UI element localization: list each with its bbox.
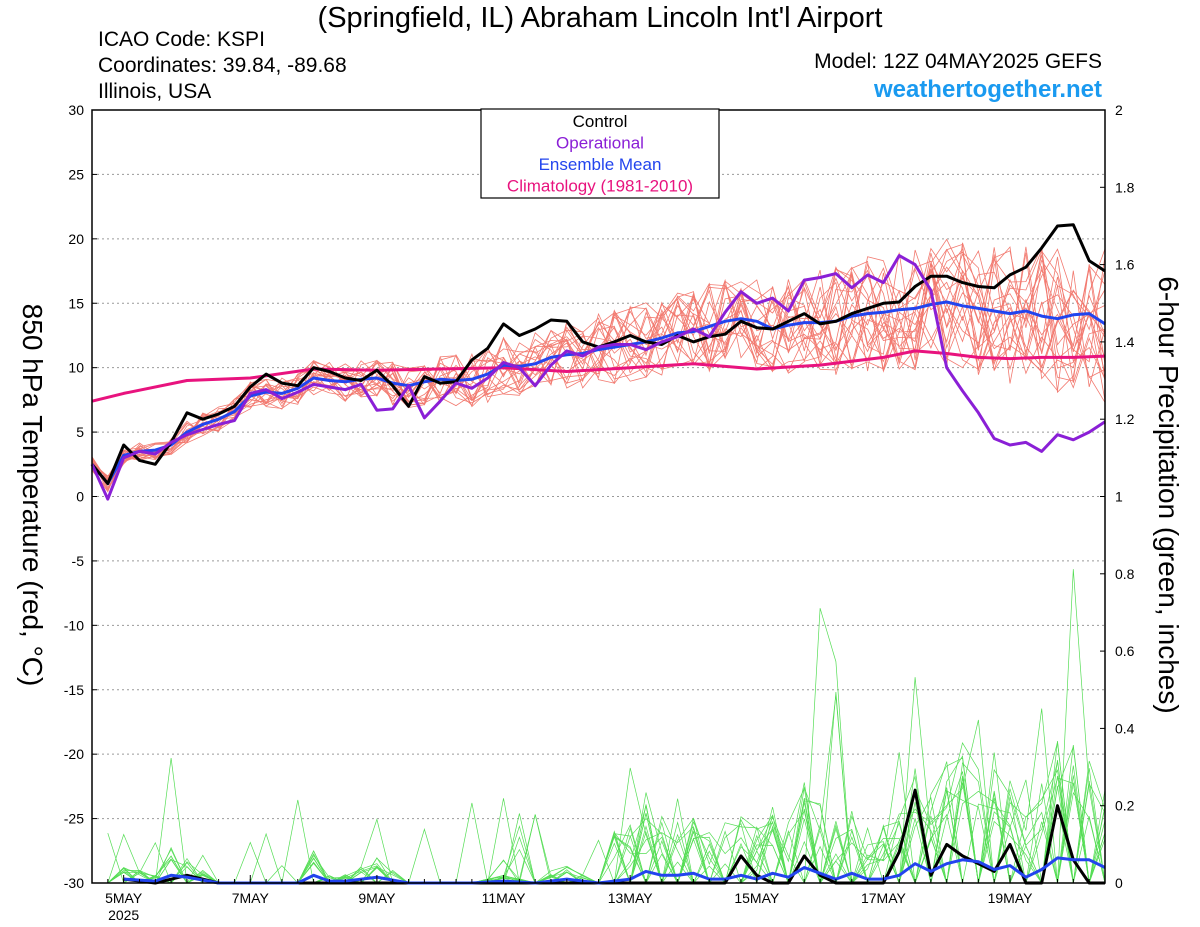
y-tick-label: 30 [68,102,84,118]
y2-tick-label: 0.8 [1115,566,1135,582]
y-tick-label: -15 [64,682,84,698]
legend-entry: Ensemble Mean [539,155,662,174]
precip-member-line [107,691,1106,884]
y2-tick-label: 1.4 [1115,334,1135,350]
y2-tick-label: 0.6 [1115,643,1135,659]
x-tick-label: 5MAY [105,890,143,906]
y-tick-label: -25 [64,811,84,827]
y-tick-label: -5 [72,553,85,569]
temperature-member-line [91,246,1106,481]
temperature-operational-line [90,254,1106,501]
precip-member-line [107,569,1106,885]
legend-entry: Operational [556,134,644,153]
coordinates: Coordinates: 39.84, -89.68 [98,54,347,77]
x-tick-sublabel: 2025 [108,907,139,923]
y2-tick-label: 1 [1115,489,1123,505]
y-tick-label: 5 [76,424,84,440]
region: Illinois, USA [98,80,212,103]
x-tick-label: 19MAY [988,890,1034,906]
y2-tick-label: 2 [1115,102,1123,118]
x-tick-label: 11MAY [482,890,526,906]
legend-box [480,108,720,199]
legend-entry: Climatology (1981-2010) [507,177,693,196]
x-tick-label: 7MAY [232,890,270,906]
brand-link[interactable]: weathertogether.net [873,76,1102,103]
temperature-member-line [91,251,1106,482]
y2-tick-label: 1.2 [1115,411,1135,427]
y2-tick-label: 0 [1115,875,1123,891]
temperature-member-line [91,256,1106,493]
y-tick-label: 25 [68,166,84,182]
y-tick-label: 15 [68,295,84,311]
y2-tick-label: 1.6 [1115,257,1135,273]
chart-title: (Springfield, IL) Abraham Lincoln Int'l … [317,2,883,34]
y-tick-label: 20 [68,231,84,247]
precip-member-line [107,695,1105,885]
legend-entry: Control [573,112,628,131]
legend: Control Operational Ensemble Mean Climatolo… [480,108,720,199]
x-tick-label: 13MAY [608,890,654,906]
x-tick-label: 17MAY [861,890,907,906]
y-tick-label: -30 [64,875,84,891]
y2-tick-label: 0.2 [1115,798,1135,814]
temperature-ensemble-mean-line [90,300,1106,486]
precip-ensemble-mean-line [123,856,1106,885]
temperature-member-line [91,267,1106,481]
temperature-member-line [91,238,1106,491]
main-series [90,223,1106,885]
y-tick-label: -10 [64,617,84,633]
y2-tick-label: 0.4 [1115,720,1135,736]
precip-member-line [107,757,1106,885]
x-tick-label: 9MAY [358,890,396,906]
axes: 302520151050-5-10-15-20-25-3021.81.61.41… [64,102,1135,923]
model-run: Model: 12Z 04MAY2025 GEFS [814,50,1102,73]
y-tick-label: 0 [76,489,84,505]
precip-member-line [107,760,1105,885]
icao-code: ICAO Code: KSPI [98,28,265,51]
temperature-climatology-line [91,349,1106,403]
temperature-member-line [91,256,1106,480]
y-tick-label: 10 [68,360,84,376]
y2-tick-label: 1.8 [1115,179,1135,195]
y-tick-label: -20 [64,746,84,762]
x-tick-label: 15MAY [734,890,780,906]
grid-lines [92,173,1105,820]
